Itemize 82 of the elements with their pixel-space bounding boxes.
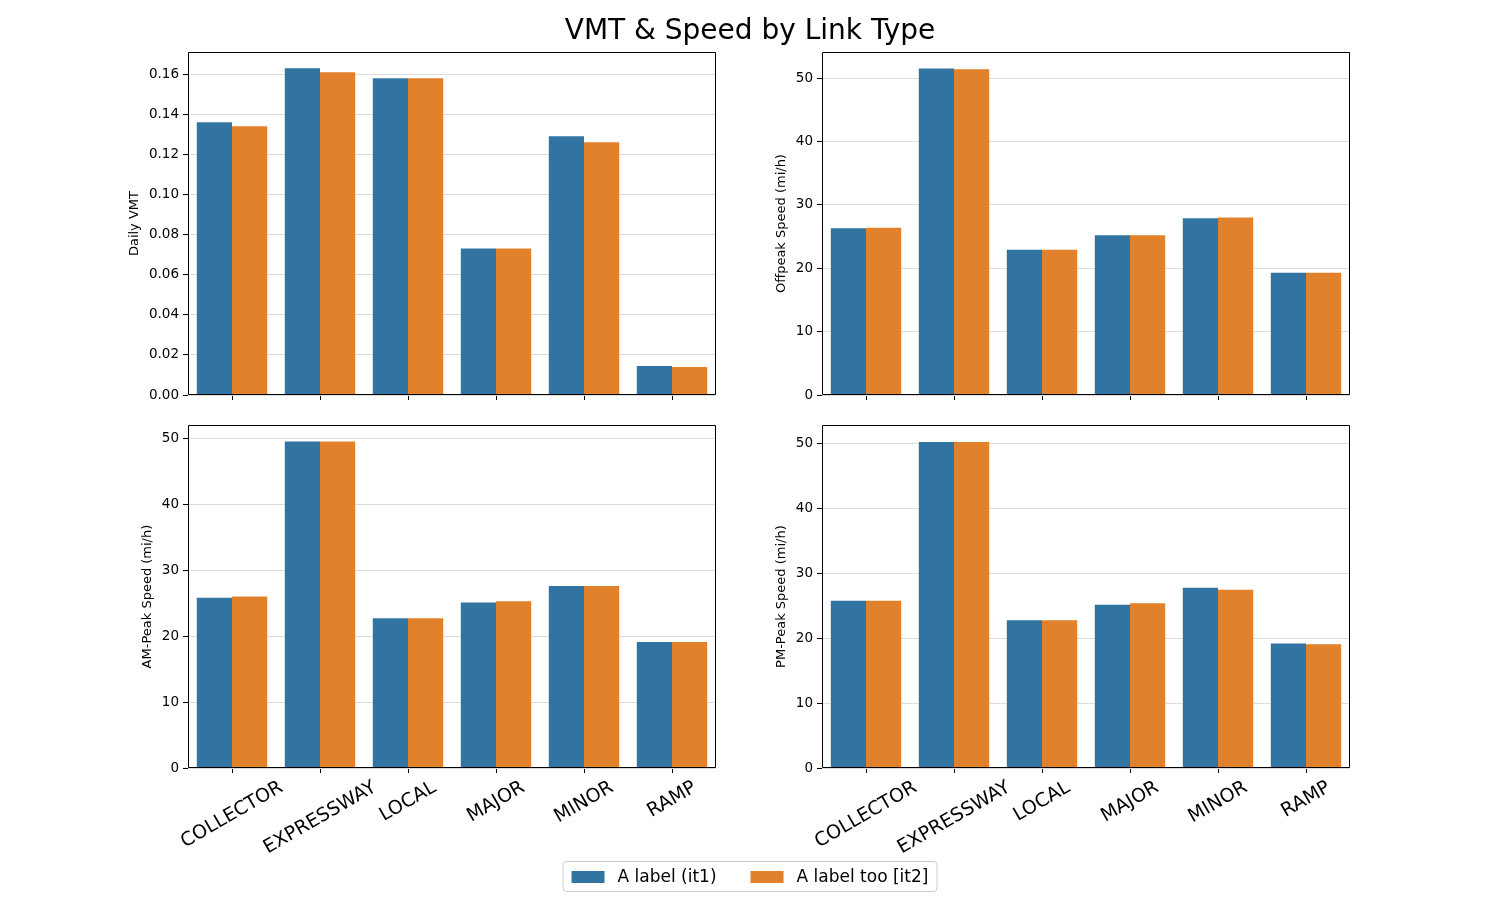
bar: [548, 586, 584, 768]
bar: [1042, 249, 1078, 395]
bar: [918, 441, 954, 768]
bar: [372, 78, 408, 395]
y-tick-label: 0.08: [148, 225, 179, 242]
bar: [1130, 235, 1166, 395]
y-axis-title: Offpeak Speed (mi/h): [772, 154, 788, 294]
y-tick-label: 0.14: [148, 104, 179, 121]
y-axis-title: PM-Peak Speed (mi/h): [772, 525, 788, 668]
y-tick-label: 50: [795, 68, 813, 85]
bar: [320, 441, 356, 768]
bar: [866, 227, 902, 395]
bar: [636, 642, 672, 768]
bar: [408, 618, 444, 768]
bar: [496, 248, 532, 395]
y-tick-label: 0.00: [148, 385, 179, 402]
bar: [830, 600, 866, 768]
bar: [460, 602, 496, 768]
y-tick-label: 0: [170, 758, 179, 775]
bar: [636, 365, 672, 395]
bar: [954, 441, 990, 768]
y-axis-title: Daily VMT: [126, 190, 142, 257]
bar: [1218, 217, 1254, 395]
y-axis-title: AM-Peak Speed (mi/h): [138, 524, 154, 669]
bar: [496, 601, 532, 768]
y-tick-label: 40: [795, 499, 813, 516]
bar: [1306, 272, 1342, 395]
y-tick-label: 40: [795, 131, 813, 148]
y-tick-label: 0.12: [148, 144, 179, 161]
bar: [1270, 272, 1306, 395]
y-tick-label: 0.10: [148, 184, 179, 201]
bar: [1270, 643, 1306, 768]
bar: [548, 136, 584, 395]
bar: [866, 600, 902, 768]
y-tick-label: 10: [795, 693, 813, 710]
bar: [372, 618, 408, 768]
bar: [954, 69, 990, 395]
bar: [672, 642, 708, 768]
bar: [584, 142, 620, 395]
bar: [1006, 249, 1042, 395]
bar: [1218, 589, 1254, 768]
y-tick-label: 20: [795, 258, 813, 275]
bar: [232, 596, 268, 768]
bar: [1094, 235, 1130, 395]
y-tick-label: 50: [795, 434, 813, 451]
bar: [1306, 644, 1342, 768]
y-tick-label: 10: [795, 322, 813, 339]
bar: [830, 228, 866, 395]
legend-label: A label too [it2]: [796, 866, 929, 886]
bar: [408, 78, 444, 395]
y-tick-label: 0.04: [148, 305, 179, 322]
y-tick-label: 0.02: [148, 345, 179, 362]
bar: [584, 586, 620, 768]
y-tick-label: 30: [795, 195, 813, 212]
y-tick-label: 40: [161, 494, 179, 511]
bar: [672, 366, 708, 395]
bar: [1182, 587, 1218, 768]
y-tick-label: 0.06: [148, 265, 179, 282]
bar: [1182, 218, 1218, 395]
legend-label: A label (it1): [617, 866, 717, 886]
bar: [232, 126, 268, 395]
y-tick-label: 0: [804, 758, 813, 775]
chart-title: VMT & Speed by Link Type: [563, 12, 937, 48]
y-tick-label: 0: [804, 385, 813, 402]
bar: [1006, 620, 1042, 768]
y-tick-label: 30: [795, 564, 813, 581]
bar: [284, 441, 320, 768]
y-tick-label: 20: [161, 626, 179, 643]
y-tick-label: 30: [161, 560, 179, 577]
bar: [196, 122, 232, 395]
y-tick-label: 0.16: [148, 64, 179, 81]
y-tick-label: 10: [161, 692, 179, 709]
bar: [460, 248, 496, 395]
bar: [1094, 604, 1130, 768]
bar: [196, 597, 232, 768]
bar: [284, 68, 320, 395]
bar: [1042, 620, 1078, 768]
bar: [918, 68, 954, 395]
bar: [320, 72, 356, 395]
y-tick-label: 50: [161, 428, 179, 445]
bar: [1130, 603, 1166, 768]
y-tick-label: 20: [795, 628, 813, 645]
